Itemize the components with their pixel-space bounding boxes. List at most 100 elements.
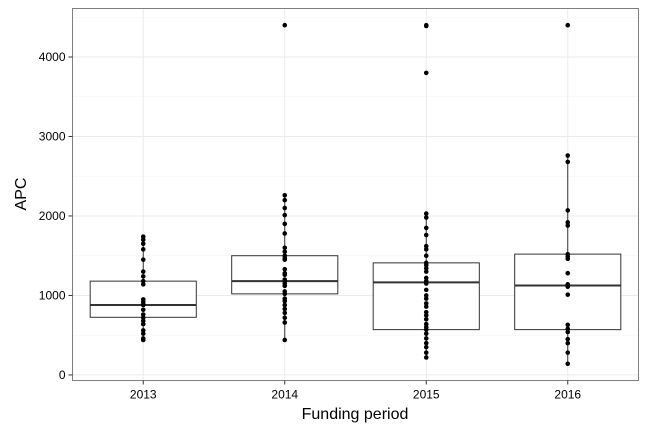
data-point <box>565 223 571 228</box>
data-point <box>282 212 288 218</box>
data-point <box>423 331 429 336</box>
data-point <box>423 296 429 301</box>
data-point <box>140 337 146 343</box>
data-point <box>282 266 288 272</box>
data-point <box>423 232 429 238</box>
data-point <box>282 197 288 203</box>
data-point <box>140 328 146 333</box>
data-point <box>423 287 429 293</box>
data-point <box>423 336 429 341</box>
data-point <box>140 318 146 324</box>
data-point <box>565 336 571 342</box>
data-point <box>565 256 571 262</box>
data-point <box>282 245 288 251</box>
data-point <box>423 253 429 259</box>
data-point <box>140 312 146 317</box>
data-point <box>282 192 288 198</box>
data-point <box>423 355 429 360</box>
data-point <box>423 275 429 281</box>
data-point <box>140 302 146 308</box>
y-tick-label: 1000 <box>39 288 66 302</box>
data-point <box>423 350 429 355</box>
data-point <box>423 215 429 220</box>
plot-panel-border <box>72 8 639 381</box>
data-point <box>423 266 429 271</box>
data-point <box>565 292 571 297</box>
data-point <box>282 310 288 316</box>
data-point <box>282 272 288 278</box>
data-point <box>565 322 571 328</box>
data-point <box>565 22 571 28</box>
data-point <box>282 291 288 297</box>
data-point <box>140 234 146 239</box>
data-point <box>423 301 429 306</box>
data-point <box>565 284 571 290</box>
data-point <box>140 315 146 321</box>
data-point <box>282 315 288 321</box>
data-point <box>140 241 146 247</box>
data-point <box>140 307 146 313</box>
data-point <box>282 320 288 325</box>
data-point <box>140 321 146 327</box>
data-point <box>565 326 571 332</box>
data-point <box>565 159 571 165</box>
data-point <box>423 262 429 268</box>
y-axis-title: APC <box>13 178 30 211</box>
data-point <box>565 270 571 276</box>
x-axis: 2013 2014 2015 2016 <box>130 380 581 402</box>
x-axis-title: Funding period <box>302 406 409 423</box>
data-point <box>282 221 288 227</box>
data-point <box>282 337 288 343</box>
y-tick-label: 0 <box>59 368 66 382</box>
data-point <box>423 70 429 76</box>
data-point <box>423 269 429 274</box>
x-tick-label: 2013 <box>130 388 157 402</box>
data-point <box>423 313 429 318</box>
data-point <box>565 350 571 355</box>
data-point <box>423 321 429 327</box>
data-point <box>423 247 429 252</box>
data-point <box>140 237 146 243</box>
data-point <box>423 211 429 216</box>
data-point <box>282 205 288 211</box>
data-point <box>140 331 146 336</box>
data-point <box>140 274 146 279</box>
data-point <box>565 340 571 346</box>
data-point <box>282 22 288 28</box>
data-point <box>140 269 146 274</box>
data-point <box>565 220 571 225</box>
data-point <box>565 361 571 367</box>
box-iqr <box>514 253 622 331</box>
data-point <box>140 247 146 252</box>
data-point <box>423 281 429 286</box>
y-tick-label: 4000 <box>39 50 66 64</box>
data-point <box>282 249 288 255</box>
data-point <box>423 309 429 315</box>
data-point <box>423 225 429 231</box>
data-point <box>423 340 429 346</box>
data-point <box>565 329 571 335</box>
data-point <box>565 153 571 158</box>
x-tick-label: 2016 <box>554 388 581 402</box>
data-point <box>423 327 429 332</box>
data-point <box>282 283 288 289</box>
data-point <box>140 278 146 284</box>
data-point <box>282 302 288 308</box>
data-point <box>423 243 429 249</box>
data-points-layer <box>140 22 571 367</box>
y-tick-label: 2000 <box>39 209 66 223</box>
data-point <box>282 231 288 236</box>
y-tick-label: 3000 <box>39 129 66 143</box>
data-point <box>423 23 429 29</box>
data-point <box>423 304 429 309</box>
data-point <box>282 306 288 312</box>
data-point <box>423 316 429 322</box>
y-axis: 0 1000 2000 3000 4000 <box>39 50 73 382</box>
data-point <box>423 344 429 350</box>
data-point <box>140 282 146 287</box>
data-point <box>282 257 288 262</box>
x-tick-label: 2014 <box>271 388 298 402</box>
data-point <box>140 257 146 262</box>
data-point <box>282 298 288 304</box>
